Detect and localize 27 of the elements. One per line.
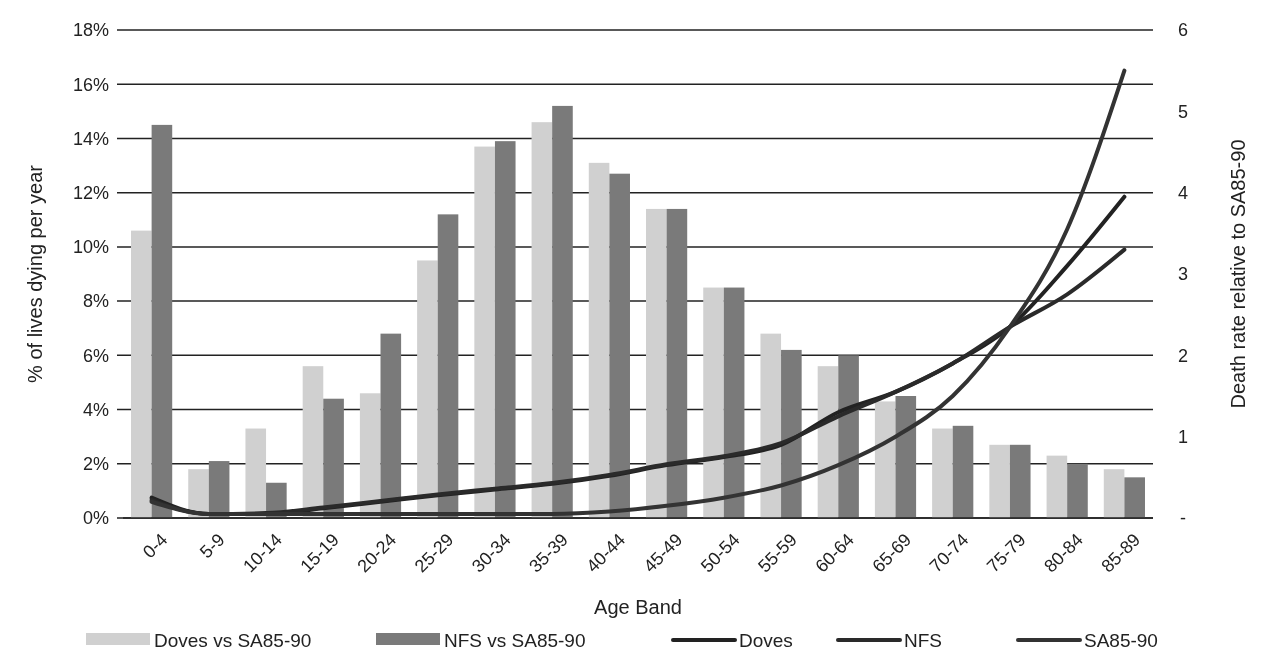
legend-label: Doves	[739, 629, 793, 651]
y2-axis-title: Death rate relative to SA85-90	[1227, 139, 1249, 409]
y2-tick-label: 1	[1177, 426, 1189, 447]
x-tick-label: 0-4	[138, 529, 172, 563]
y-tick-label: 6%	[82, 345, 109, 366]
y2-tick-label: 4	[1177, 182, 1189, 203]
y2-tick-label: 6	[1177, 20, 1189, 41]
x-axis-title: Age Band	[594, 596, 682, 618]
y2-tick-label: 3	[1177, 264, 1189, 285]
y-tick-label: 16%	[72, 74, 109, 95]
y-axis-title: % of lives dying per year	[24, 164, 46, 383]
y-tick-label: 18%	[72, 20, 109, 41]
y-tick-label: 4%	[82, 399, 109, 420]
y-tick-label: 0%	[82, 508, 109, 529]
y-tick-label: 2%	[82, 454, 109, 475]
y-tick-label: 10%	[72, 237, 109, 258]
y-tick-label: 8%	[82, 291, 109, 312]
y-tick-label: 12%	[72, 182, 109, 203]
y2-tick-label: -	[1180, 508, 1186, 529]
legend-label: Doves vs SA85-90	[154, 629, 312, 651]
legend-label: NFS	[904, 629, 942, 651]
y2-tick-label: 5	[1177, 101, 1189, 122]
legend-label: NFS vs SA85-90	[444, 629, 586, 651]
y-tick-label: 14%	[72, 128, 109, 149]
y2-tick-label: 2	[1177, 345, 1189, 366]
x-tick-label: 5-9	[196, 529, 229, 563]
legend-label: SA85-90	[1084, 629, 1158, 651]
